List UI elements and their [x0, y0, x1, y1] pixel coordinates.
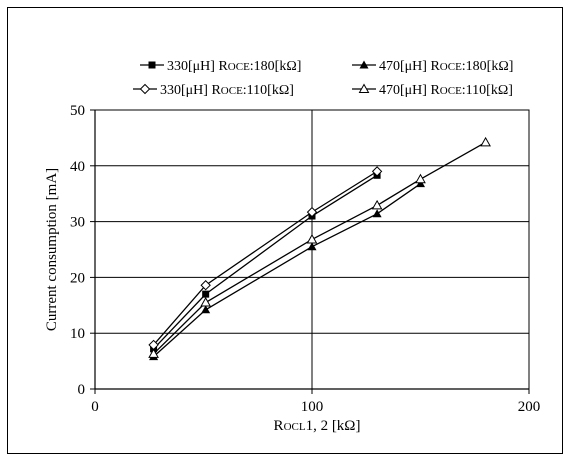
x-tick-label-200: 200 [518, 399, 541, 415]
legend-label-3: 330[μH] ROCE:110[kΩ] [160, 83, 294, 98]
y-tick-label-40: 40 [70, 159, 85, 175]
series-2-point-2 [201, 305, 211, 314]
x-axis-title-prefix: R [274, 418, 284, 434]
x-axis-title: ROCL1, 2 [kΩ] [274, 418, 361, 434]
y-tick-label-20: 20 [70, 270, 85, 286]
legend: 330[μH] ROCE:180[kΩ] 470[μH] ROCE:180[kΩ]… [133, 59, 513, 98]
series-3-point-2 [200, 280, 211, 291]
legend-label-value: :110[kΩ] [243, 83, 294, 98]
series-3-point-4 [371, 166, 383, 177]
legend-marker-2 [359, 60, 369, 69]
x-tick-label-100: 100 [301, 399, 324, 415]
series-1-line [153, 174, 378, 350]
x-axis-title-rest: 1, 2 [kΩ] [306, 418, 361, 434]
y-tick-label-10: 10 [70, 326, 85, 342]
series-4-point-1 [148, 348, 159, 358]
legend-label-inductance: 330[μH] [167, 59, 218, 74]
legend-entry-4: 470[μH] ROCE:110[kΩ] [352, 83, 513, 98]
legend-label-smallcaps: OCE [228, 61, 250, 73]
series-4 [148, 136, 491, 358]
legend-label-value: :180[kΩ] [250, 59, 302, 74]
y-axis-title: Current consumption [mA] [44, 168, 60, 331]
legend-marker-4 [358, 83, 370, 93]
legend-label-value: :180[kΩ] [462, 59, 514, 74]
legend-label-value: :110[kΩ] [462, 83, 513, 98]
legend-label-smallcaps: OCE [440, 85, 462, 97]
legend-entry-1: 330[μH] ROCE:180[kΩ] [140, 59, 301, 74]
legend-marker-1 [148, 61, 156, 69]
series-4-point-4 [371, 199, 383, 210]
series-2-point-3 [307, 242, 317, 251]
series-2-point-4 [372, 209, 382, 218]
legend-entry-3: 330[μH] ROCE:110[kΩ] [133, 83, 294, 98]
legend-label-r: R [430, 83, 440, 98]
series-2-line [153, 183, 421, 358]
series-4-point-2 [200, 296, 212, 307]
series-4-point-5 [415, 173, 426, 184]
y-tick-label-30: 30 [70, 215, 85, 231]
series-1-point-2 [202, 290, 210, 298]
legend-label-4: 470[μH] ROCE:110[kΩ] [379, 83, 513, 98]
y-tick-label-0: 0 [78, 382, 86, 398]
legend-label-r: R [211, 83, 221, 98]
legend-label-r: R [430, 59, 440, 74]
legend-label-inductance: 470[μH] [379, 83, 430, 98]
legend-marker-3 [139, 83, 151, 95]
series-3-line [153, 170, 378, 346]
legend-label-inductance: 330[μH] [160, 83, 211, 98]
series-4-line [153, 141, 486, 355]
legend-label-smallcaps: OCE [440, 61, 462, 73]
legend-label-smallcaps: OCE [221, 85, 243, 97]
tick-labels: 0 10 20 30 40 50 0 100 200 [70, 103, 540, 415]
axes [90, 109, 530, 394]
x-axis-title-smallcaps: OCL [284, 421, 306, 433]
legend-entry-2: 470[μH] ROCE:180[kΩ] [352, 59, 513, 74]
series-1 [150, 171, 381, 353]
series-4-point-3 [306, 233, 318, 244]
x-tick-label-0: 0 [91, 399, 99, 415]
series-3 [148, 166, 383, 351]
series-layer [148, 136, 491, 361]
series-3-point-3 [306, 206, 318, 218]
axis-titles: Current consumption [mA] ROCL1, 2 [kΩ] [44, 168, 360, 434]
legend-label-inductance: 470[μH] [379, 59, 430, 74]
series-4-point-6 [480, 136, 491, 147]
y-tick-label-50: 50 [70, 103, 85, 119]
legend-label-2: 470[μH] ROCE:180[kΩ] [379, 59, 513, 74]
legend-label-r: R [218, 59, 228, 74]
legend-label-1: 330[μH] ROCE:180[kΩ] [167, 59, 301, 74]
